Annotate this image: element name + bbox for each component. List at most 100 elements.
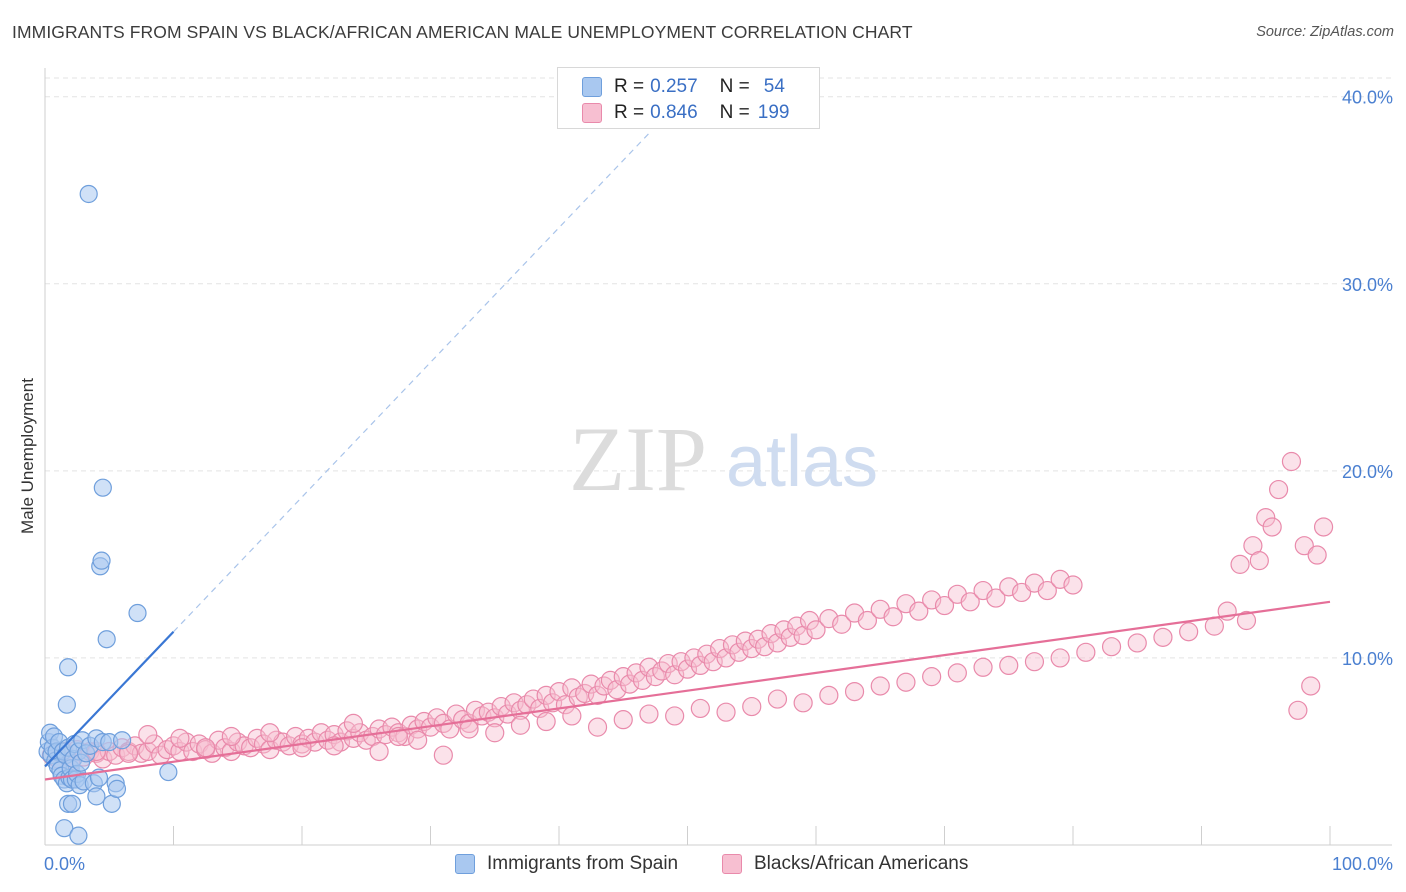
data-point-black xyxy=(485,723,505,743)
data-point-black xyxy=(665,706,685,726)
watermark-zip: ZIP xyxy=(569,408,707,510)
data-point-black xyxy=(600,670,621,690)
data-point-black xyxy=(870,676,890,696)
data-point-black xyxy=(793,693,813,713)
data-point-black xyxy=(1076,642,1096,662)
gridlines xyxy=(45,77,1392,659)
data-point-spain xyxy=(159,762,178,782)
data-point-black xyxy=(1288,700,1308,720)
data-point-black xyxy=(1153,627,1173,647)
data-point-black xyxy=(1268,479,1289,500)
data-point-black xyxy=(1011,582,1032,603)
data-point-black xyxy=(722,635,743,655)
bottom-legend-swatch-black xyxy=(722,854,742,874)
data-point-black xyxy=(806,620,826,640)
data-point-spain xyxy=(92,551,111,570)
data-point-black xyxy=(1262,517,1282,537)
data-point-black xyxy=(433,745,453,765)
data-point-black xyxy=(767,689,788,709)
data-point-black xyxy=(999,655,1019,676)
bottom-legend-black: Blacks/African Americans xyxy=(722,851,968,877)
data-point-black xyxy=(947,663,967,683)
data-point-black xyxy=(639,704,659,724)
legend-n-label: N = xyxy=(719,76,750,97)
data-point-black xyxy=(1204,616,1224,636)
watermark-atlas: atlas xyxy=(726,422,878,502)
data-point-black xyxy=(138,741,158,762)
legend-row-spain: R = 0.257 N = 54 xyxy=(582,75,785,99)
data-point-black xyxy=(562,706,582,726)
series-immigrants-from-spain xyxy=(38,184,178,845)
data-point-black xyxy=(922,667,942,687)
data-point-black xyxy=(1256,508,1276,528)
data-point-spain xyxy=(97,630,116,649)
data-point-black xyxy=(844,681,865,702)
data-point-black xyxy=(510,715,531,735)
data-point-black xyxy=(1050,648,1070,668)
data-point-black xyxy=(613,667,633,687)
data-point-black xyxy=(799,610,820,631)
data-point-black xyxy=(896,672,916,692)
watermark: ZIP atlas xyxy=(569,408,878,510)
data-point-black xyxy=(1281,451,1302,472)
legend-row-black: R = 0.846 N = 199 xyxy=(582,101,789,125)
data-point-black xyxy=(587,685,608,705)
data-point-black xyxy=(973,657,993,677)
data-point-black xyxy=(196,738,216,758)
data-point-black xyxy=(671,652,691,672)
data-point-black xyxy=(639,657,659,677)
data-point-spain xyxy=(87,787,106,806)
data-point-black xyxy=(909,601,929,621)
data-point-black xyxy=(536,685,556,705)
tick-labels: 10.0% 20.0% 30.0% 40.0% 0.0% 100.0% xyxy=(44,88,1393,874)
data-point-black xyxy=(684,648,704,668)
data-point-black xyxy=(1179,622,1199,642)
data-point-black xyxy=(819,685,839,705)
y-tick-label: 20.0% xyxy=(1342,462,1393,482)
data-point-black xyxy=(1249,551,1269,571)
data-point-black xyxy=(761,624,781,644)
legend-swatch-spain xyxy=(582,77,602,97)
data-point-black xyxy=(369,741,389,762)
trend-line-spain xyxy=(44,630,175,768)
legend-n-label: N = xyxy=(719,102,750,123)
legend-r-value: 0.846 xyxy=(650,102,698,123)
legend-n-value: 199 xyxy=(757,102,790,123)
data-point-black xyxy=(613,710,633,730)
data-point-spain xyxy=(128,603,147,623)
data-point-black xyxy=(986,588,1006,608)
data-point-black xyxy=(536,711,556,732)
data-point-black xyxy=(408,730,428,750)
data-point-black xyxy=(1127,633,1147,653)
data-point-spain xyxy=(107,779,127,798)
data-point-black xyxy=(1024,652,1045,672)
data-point-black xyxy=(690,655,710,676)
trend-lines xyxy=(44,132,1331,781)
data-point-black xyxy=(729,642,749,662)
data-point-black xyxy=(1301,676,1321,696)
data-point-black xyxy=(716,702,736,722)
trend-line-black xyxy=(44,600,1331,781)
data-point-spain xyxy=(69,826,88,845)
bottom-legend-spain: Immigrants from Spain xyxy=(455,851,678,877)
legend-swatch-black xyxy=(582,103,602,123)
y-axis-label: Male Unemployment xyxy=(18,378,37,534)
data-point-spain xyxy=(57,695,76,714)
x-tick-label: 0.0% xyxy=(44,854,85,874)
data-point-spain xyxy=(93,478,112,497)
data-point-black xyxy=(832,614,852,634)
data-point-black xyxy=(221,726,241,747)
data-point-black xyxy=(292,738,312,758)
data-point-black xyxy=(710,638,730,659)
bottom-legend-swatch-spain xyxy=(455,854,475,874)
data-point-spain xyxy=(55,819,74,838)
data-point-black xyxy=(1313,517,1334,537)
data-point-black xyxy=(857,610,878,631)
data-point-black xyxy=(587,717,608,737)
data-point-black xyxy=(1101,637,1122,657)
legend-r-label: R = xyxy=(614,76,645,97)
data-point-black xyxy=(1063,575,1083,595)
data-point-spain xyxy=(112,731,132,750)
data-point-spain xyxy=(79,184,98,204)
